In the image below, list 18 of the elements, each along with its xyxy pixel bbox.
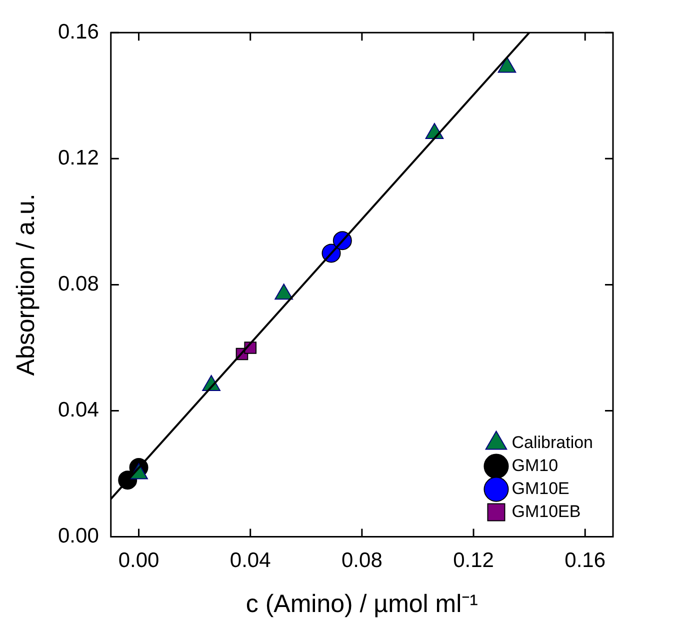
legend-label: GM10EB [512,502,581,521]
point [274,284,293,300]
legend-label: GM10E [512,478,570,498]
point [498,56,516,73]
legend-label: GM10 [512,456,558,475]
y-tick-label: 0.16 [58,20,99,44]
x-tick-label: 0.04 [230,549,272,572]
y-tick-label: 0.04 [58,398,100,422]
y-tick-label: 0.08 [58,272,99,296]
y-tick-label: 0.12 [58,146,99,170]
x-tick-label: 0.16 [564,549,606,572]
x-tick-label: 0.12 [453,549,494,572]
legend-label: Calibration [512,432,593,452]
x-tick-label: 0.00 [118,549,160,572]
x-axis-title: c (Amino) / µmol ml⁻¹ [246,590,478,618]
x-tick-label: 0.08 [342,549,382,572]
y-axis-title: Absorption / a.u. [12,194,40,376]
y-tick-label: 0.00 [58,524,99,548]
